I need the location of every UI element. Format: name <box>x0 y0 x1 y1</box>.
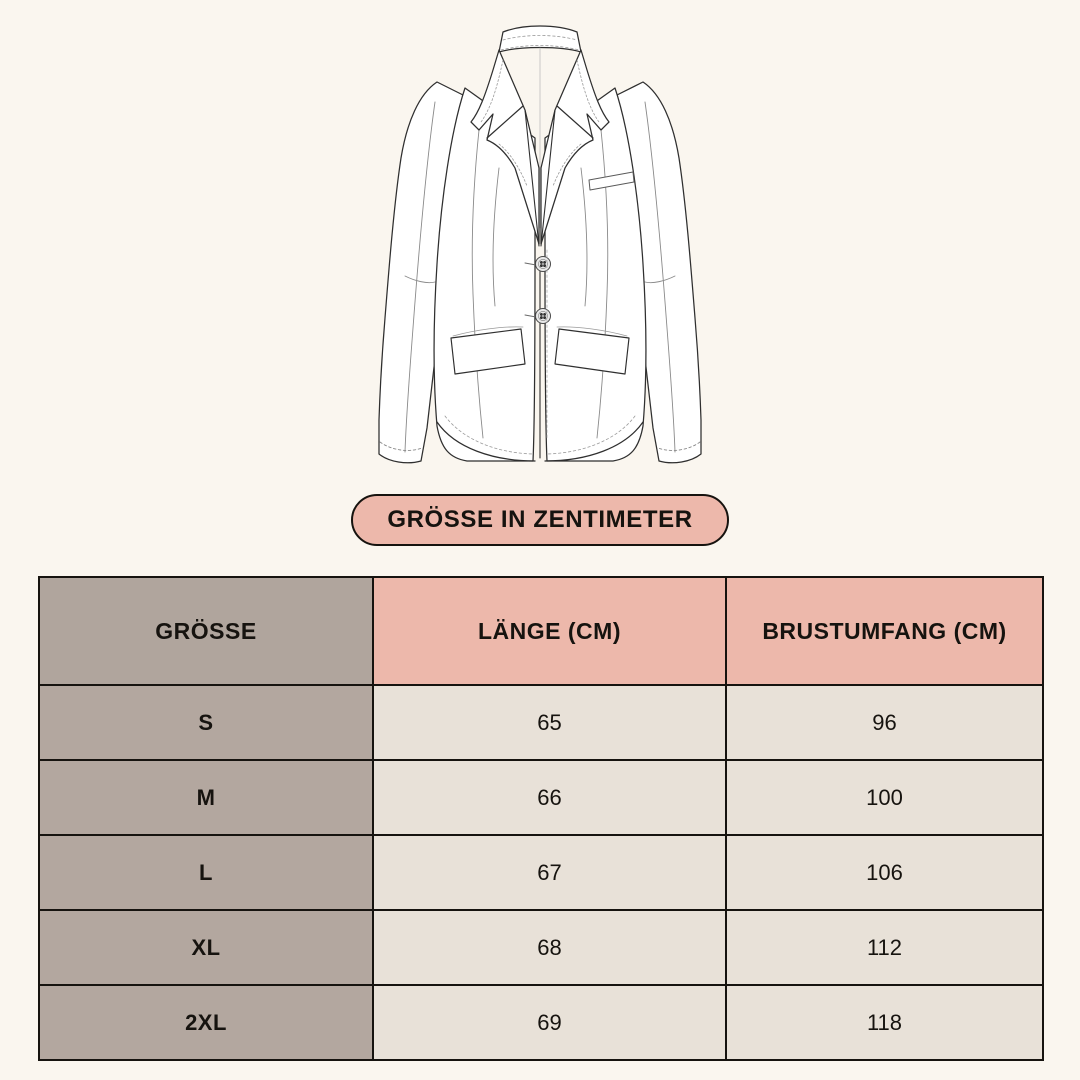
table-header: GRÖSSE LÄNGE (CM) BRUSTUMFANG (CM) <box>38 576 1044 686</box>
table-body: S 65 96 M 66 100 L 67 106 XL 68 112 2XL <box>38 684 1044 1061</box>
cell-size: S <box>38 684 374 761</box>
blazer-illustration <box>378 25 702 464</box>
cell-length: 69 <box>372 984 727 1061</box>
column-header-length: LÄNGE (CM) <box>372 576 727 686</box>
column-header-size: GRÖSSE <box>38 576 374 686</box>
cell-chest: 106 <box>725 834 1044 911</box>
badge-container: GRÖSSE IN ZENTIMETER <box>0 494 1080 546</box>
table-row: M 66 100 <box>38 759 1044 836</box>
cell-length: 66 <box>372 759 727 836</box>
cell-length: 68 <box>372 909 727 986</box>
table-row: S 65 96 <box>38 684 1044 761</box>
column-header-chest: BRUSTUMFANG (CM) <box>725 576 1044 686</box>
cell-chest: 96 <box>725 684 1044 761</box>
breast-pocket-icon <box>588 171 635 191</box>
cell-chest: 118 <box>725 984 1044 1061</box>
cell-size: L <box>38 834 374 911</box>
left-flap-pocket-icon <box>450 326 526 375</box>
size-unit-badge: GRÖSSE IN ZENTIMETER <box>351 494 729 546</box>
table-row: 2XL 69 118 <box>38 984 1044 1061</box>
size-unit-badge-label: GRÖSSE IN ZENTIMETER <box>387 506 693 533</box>
size-chart-table-container: GRÖSSE LÄNGE (CM) BRUSTUMFANG (CM) S 65 … <box>38 576 1044 1061</box>
cell-chest: 112 <box>725 909 1044 986</box>
cell-chest: 100 <box>725 759 1044 836</box>
cell-size: M <box>38 759 374 836</box>
cell-length: 67 <box>372 834 727 911</box>
cell-size: 2XL <box>38 984 374 1061</box>
cell-length: 65 <box>372 684 727 761</box>
product-illustration-area <box>0 8 1080 488</box>
cell-size: XL <box>38 909 374 986</box>
size-chart-table: GRÖSSE LÄNGE (CM) BRUSTUMFANG (CM) S 65 … <box>38 576 1044 1061</box>
table-header-row: GRÖSSE LÄNGE (CM) BRUSTUMFANG (CM) <box>38 576 1044 686</box>
table-row: XL 68 112 <box>38 909 1044 986</box>
right-flap-pocket-icon <box>554 326 630 375</box>
table-row: L 67 106 <box>38 834 1044 911</box>
